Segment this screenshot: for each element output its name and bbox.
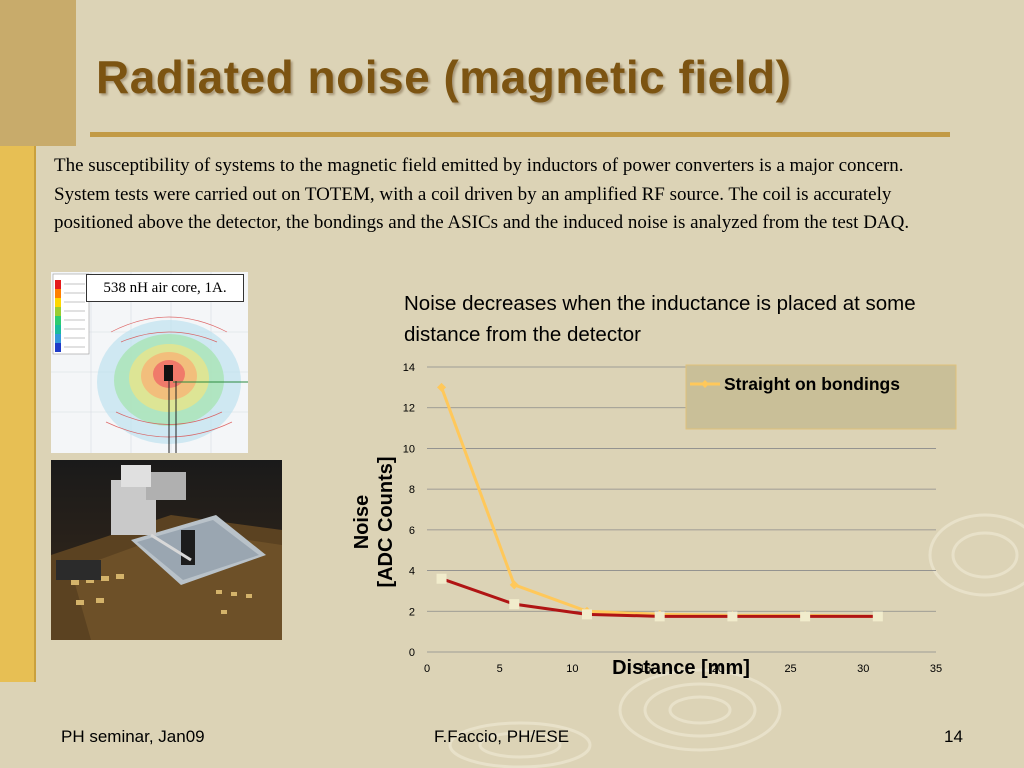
x-tick-label: 0 [424,663,430,675]
y-axis-ticks: 0 2 4 6 8 10 12 14 [403,362,415,659]
y-tick-label: 6 [409,525,415,537]
page-number: 14 [944,727,963,746]
x-axis-label: Distance [mm] [612,657,750,679]
y-tick-label: 12 [403,403,415,415]
detector-test-setup-photo [51,460,282,640]
footer-author: F.Faccio, PH/ESE [434,727,570,746]
x-tick-label: 15 [639,663,651,675]
body-paragraph: The susceptibility of systems to the mag… [54,155,910,233]
series-marker-1 [654,611,665,622]
x-tick-label: 25 [784,663,796,675]
series-marker-1 [436,573,447,584]
x-axis-ticks: 0 5 10 15 20 25 30 35 [424,663,942,675]
chart-legend: Straight on bondings [685,364,957,430]
magnetic-field-simulation-image [51,272,248,453]
title-underline [90,132,950,137]
y-tick-label: 0 [409,647,415,659]
series-marker-1 [800,611,811,622]
x-tick-label: 5 [497,663,503,675]
y-tick-label: 14 [403,362,415,374]
y-tick-label: 4 [409,566,415,578]
left-accent-bar [0,146,34,682]
y-axis-label-line2: [ADC Counts] [375,456,397,587]
footer-seminar-label: PH seminar, Jan09 [61,727,205,746]
x-tick-label: 35 [930,663,942,675]
left-accent-bar-edge [34,146,36,682]
series-marker-0 [509,580,519,590]
noise-vs-distance-chart: 0 2 4 6 8 10 12 14 0 5 10 15 20 25 30 35 Distance [mm]… [351,362,957,679]
chart-series [436,382,883,622]
x-tick-label: 30 [857,663,869,675]
x-tick-label: 10 [566,663,578,675]
slide-title: Radiated noise (magnetic field) [96,51,792,103]
coil-label: 538 nH air core, 1A. [86,274,244,302]
y-tick-label: 10 [403,443,415,455]
y-tick-label: 2 [409,606,415,618]
series-marker-1 [872,611,883,622]
y-axis-label-line1: Noise [351,495,373,549]
series-marker-1 [581,609,592,620]
legend-entry-straight-on-bondings: Straight on bondings [724,374,900,394]
series-marker-1 [727,611,738,622]
x-tick-label: 20 [712,663,724,675]
series-marker-1 [509,599,520,610]
series-marker-0 [437,382,447,392]
y-tick-label: 8 [409,484,415,496]
chart-observation-note: Noise decreases when the inductance is p… [404,292,916,346]
title-accent-block [0,0,76,146]
